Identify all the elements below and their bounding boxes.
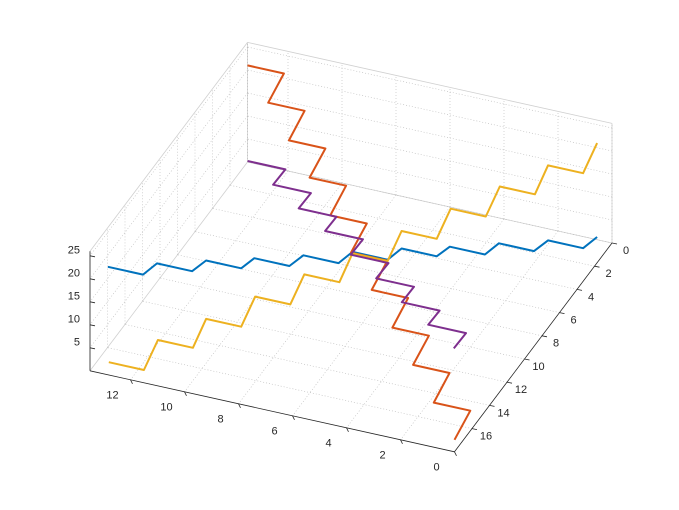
x-tick (130, 379, 133, 384)
z-tick (89, 347, 96, 350)
y-tick-label: 14 (497, 407, 509, 419)
x-tick (346, 427, 349, 432)
pane-edge (247, 42, 613, 124)
grid-line (247, 69, 613, 152)
x-tick (400, 439, 403, 444)
y-tick-label: 0 (623, 245, 629, 257)
x-tick (292, 415, 295, 420)
grid-line (292, 206, 451, 416)
y-tick (489, 405, 495, 407)
pane-edge (89, 42, 248, 252)
data-line (247, 160, 467, 350)
z-tick-label: 15 (68, 291, 80, 303)
data-line (247, 64, 472, 441)
y-tick-label: 12 (515, 384, 527, 396)
x-axis (89, 370, 455, 453)
grid-line (177, 254, 543, 337)
grid-line (238, 194, 397, 404)
x-tick-label: 2 (379, 450, 385, 462)
grid-line (89, 92, 248, 302)
y-tick-label: 8 (553, 338, 559, 350)
y-tick (559, 312, 565, 314)
grid-line (89, 138, 248, 348)
x-tick-label: 8 (217, 414, 223, 426)
y-tick (471, 428, 478, 430)
grid-line (247, 115, 613, 198)
z-tick (89, 324, 96, 327)
grid-line (89, 46, 248, 256)
z-tick (89, 278, 96, 281)
z-tick-label: 10 (68, 314, 80, 326)
y-tick-label: 10 (532, 361, 544, 373)
x-tick (184, 391, 187, 396)
grid-line (212, 208, 578, 290)
grid-line (107, 347, 473, 429)
z-tick (89, 255, 96, 258)
grid-line (247, 138, 613, 221)
grid-line (124, 324, 490, 406)
grid-line (159, 277, 525, 360)
y-tick (594, 265, 600, 268)
grid-line (247, 92, 613, 175)
y-tick (611, 242, 618, 245)
y-axis (454, 242, 613, 453)
x-tick-label: 0 (433, 462, 439, 474)
grid-line (142, 300, 508, 383)
x-tick-label: 12 (106, 390, 118, 402)
x-tick (238, 403, 241, 408)
grid-line (247, 46, 613, 129)
grid-line (89, 69, 248, 279)
y-tick-label: 6 (570, 315, 576, 327)
grid-line (229, 184, 595, 267)
x-tick-label: 4 (325, 438, 331, 450)
y-tick (541, 335, 548, 338)
x-tick-label: 6 (271, 426, 277, 438)
grid-line (247, 161, 613, 244)
y-tick-label: 4 (588, 291, 594, 303)
y-tick-label: 2 (605, 268, 611, 280)
x-tick-label: 10 (160, 402, 172, 414)
z-tick-label: 20 (68, 268, 80, 280)
z-tick-label: 5 (74, 337, 80, 349)
z-tick-label: 25 (68, 245, 80, 257)
y-tick (506, 381, 513, 384)
x-tick (454, 451, 457, 456)
grid-line (194, 231, 560, 313)
z-tick (89, 301, 96, 304)
y-tick (524, 358, 530, 361)
y-tick-label: 16 (480, 431, 492, 443)
y-tick (576, 289, 583, 291)
grid-line (346, 218, 505, 428)
